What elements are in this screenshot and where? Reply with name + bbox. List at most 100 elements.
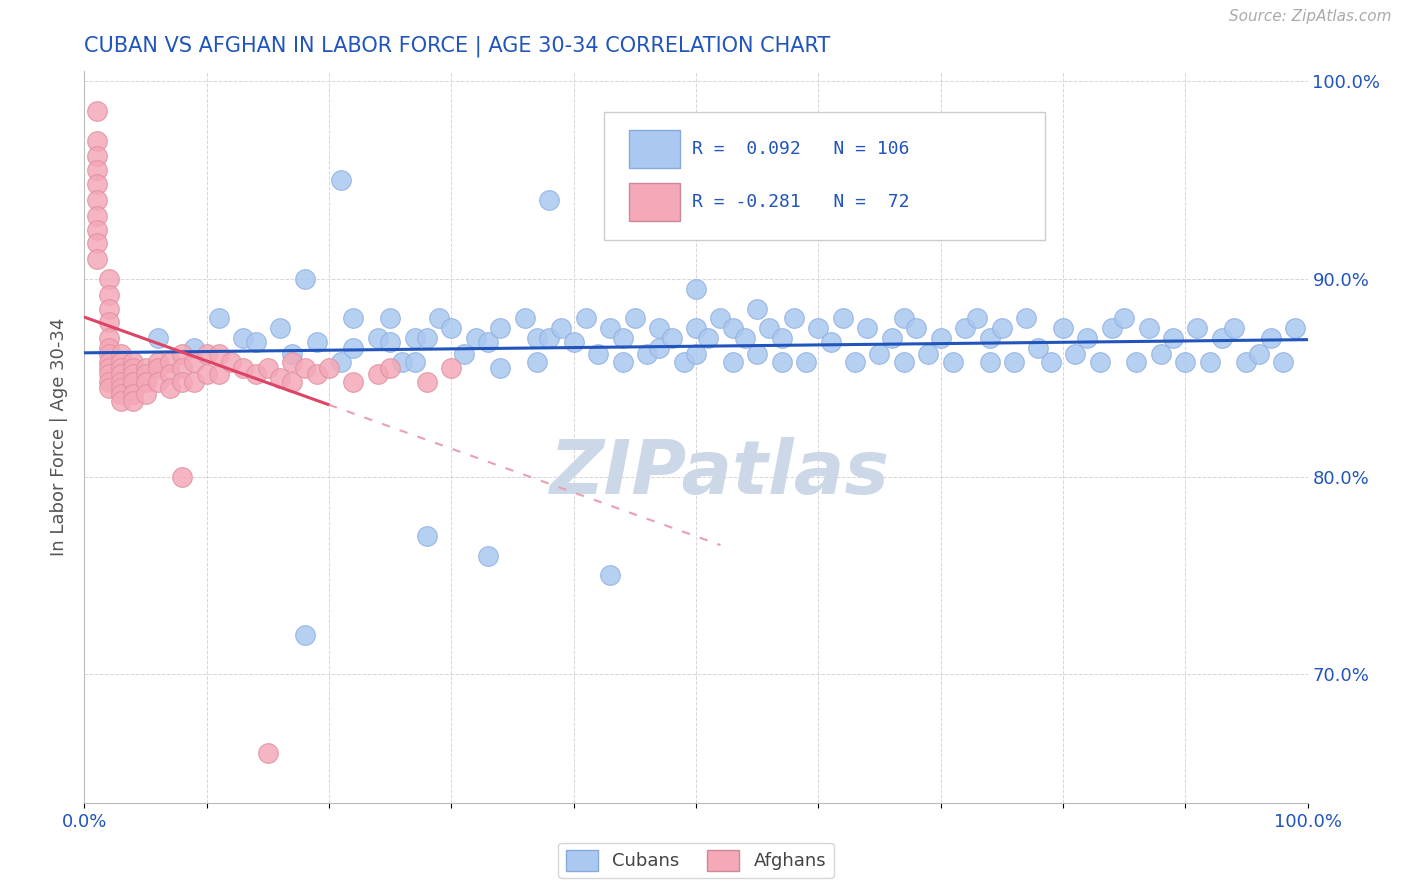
Point <box>122 367 145 381</box>
Point <box>1260 331 1282 345</box>
Point <box>526 355 548 369</box>
Point <box>477 335 499 350</box>
Point <box>404 331 426 345</box>
Point <box>747 301 769 316</box>
Point <box>1174 355 1197 369</box>
Point <box>489 321 512 335</box>
Point <box>294 272 316 286</box>
Point <box>97 287 120 301</box>
FancyBboxPatch shape <box>628 130 681 168</box>
Point <box>770 331 793 345</box>
Point <box>1101 321 1123 335</box>
Point <box>97 367 120 381</box>
Point <box>146 375 169 389</box>
Point <box>97 272 120 286</box>
Legend: Cubans, Afghans: Cubans, Afghans <box>558 843 834 878</box>
Point <box>538 331 561 345</box>
Point <box>294 628 316 642</box>
Point <box>1211 331 1233 345</box>
Point <box>1015 311 1038 326</box>
Text: R =  0.092   N = 106: R = 0.092 N = 106 <box>692 140 910 158</box>
Point <box>159 381 181 395</box>
Point <box>575 311 598 326</box>
Point <box>685 347 707 361</box>
Point <box>219 355 242 369</box>
Point <box>257 360 280 375</box>
Point <box>281 355 304 369</box>
Point <box>110 360 132 375</box>
Point <box>269 371 291 385</box>
Point <box>318 360 340 375</box>
Text: CUBAN VS AFGHAN IN LABOR FORCE | AGE 30-34 CORRELATION CHART: CUBAN VS AFGHAN IN LABOR FORCE | AGE 30-… <box>84 36 831 57</box>
Point <box>183 355 205 369</box>
Point <box>367 331 389 345</box>
Text: R = -0.281   N =  72: R = -0.281 N = 72 <box>692 193 910 211</box>
Point <box>135 360 157 375</box>
Point <box>685 282 707 296</box>
Point <box>1272 355 1295 369</box>
Point <box>685 321 707 335</box>
Point <box>110 394 132 409</box>
Point <box>146 355 169 369</box>
Point <box>991 321 1014 335</box>
Point <box>1002 355 1025 369</box>
Point <box>97 301 120 316</box>
Point <box>856 321 879 335</box>
Point <box>110 375 132 389</box>
Point <box>624 311 647 326</box>
Point <box>794 355 817 369</box>
Point <box>1052 321 1074 335</box>
Point <box>526 331 548 345</box>
Point <box>86 103 108 118</box>
Point <box>86 236 108 251</box>
Point <box>146 360 169 375</box>
Point <box>380 360 402 375</box>
Point <box>929 331 952 345</box>
Point <box>86 252 108 267</box>
Point <box>135 386 157 401</box>
Point <box>257 747 280 761</box>
Point <box>245 367 267 381</box>
Point <box>269 321 291 335</box>
Point <box>110 386 132 401</box>
Point <box>1064 347 1087 361</box>
Point <box>122 360 145 375</box>
Point <box>844 355 866 369</box>
Point <box>966 311 988 326</box>
Point <box>1198 355 1220 369</box>
Point <box>122 355 145 369</box>
Point <box>97 315 120 329</box>
Point <box>1247 347 1270 361</box>
Point <box>232 360 254 375</box>
Point <box>747 347 769 361</box>
Point <box>1187 321 1209 335</box>
Point <box>477 549 499 563</box>
Point <box>86 209 108 223</box>
Point <box>770 355 793 369</box>
Y-axis label: In Labor Force | Age 30-34: In Labor Force | Age 30-34 <box>51 318 69 557</box>
Point <box>1114 311 1136 326</box>
Point <box>380 311 402 326</box>
Point <box>122 394 145 409</box>
Point <box>648 321 671 335</box>
Point <box>427 311 450 326</box>
Point <box>1125 355 1147 369</box>
Point <box>305 335 328 350</box>
Point <box>1150 347 1173 361</box>
Point <box>172 469 194 483</box>
Point <box>869 347 891 361</box>
Point <box>97 355 120 369</box>
Point <box>453 347 475 361</box>
Point <box>1039 355 1062 369</box>
Point <box>245 335 267 350</box>
Point <box>586 347 609 361</box>
Point <box>342 311 364 326</box>
Point <box>172 360 194 375</box>
Point <box>330 173 353 187</box>
Point <box>1284 321 1306 335</box>
Point <box>807 321 830 335</box>
Point <box>1088 355 1111 369</box>
Point <box>281 347 304 361</box>
Point <box>1236 355 1258 369</box>
FancyBboxPatch shape <box>605 112 1045 240</box>
